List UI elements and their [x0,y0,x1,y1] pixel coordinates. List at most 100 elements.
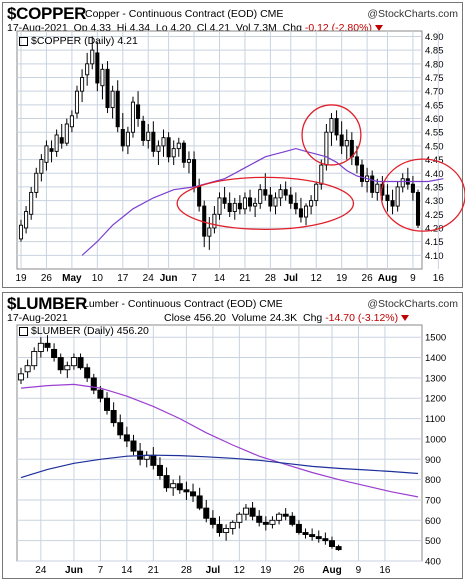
candle-up [161,137,166,147]
candle-up [146,131,151,141]
candle-up [156,145,161,152]
candle-down [293,202,298,210]
candle-down [328,540,335,548]
stockcharts-watermark: @StockCharts.com [367,298,458,310]
lumber-plot-title-wrap: $LUMBER (Daily) 456.20 [19,325,149,337]
candle-down [104,397,111,411]
candle-up [31,350,38,367]
candle-down [302,532,309,536]
candle-down [151,131,156,152]
high-label: Hi [116,22,127,34]
candle-down [196,495,203,509]
candle-down [49,148,54,152]
candle-down [359,164,365,182]
candle-up [217,197,222,215]
candle-up [314,183,319,202]
candle-down [268,194,273,207]
candle-down [57,357,64,371]
candle-up [319,164,324,185]
y-tick-label: 500 [425,536,441,547]
y-tick-label: 700 [425,495,441,506]
candle-down [130,440,137,452]
x-tick-label: 28 [265,273,277,284]
candle-up [24,365,31,373]
candle-up [34,172,39,193]
candle-down [141,120,146,141]
y-tick-label: 4.10 [425,251,444,262]
x-tick-label: 16 [433,273,445,284]
candle-up [253,202,258,207]
x-tick-label: Aug [378,273,397,284]
y-tick-label: 4.35 [425,182,444,193]
x-tick-label: 16 [379,565,391,576]
y-tick-label: 4.55 [425,128,444,139]
copper-plot-title-wrap: $COPPER (Daily) 4.21 [19,35,138,47]
ma50-line [81,147,444,256]
candle-up [70,357,77,367]
candle-down [105,68,110,109]
candle-down [283,189,288,196]
x-tick-label: 19 [260,565,272,576]
candle-down [282,513,289,517]
y-tick-label: 800 [425,475,441,486]
x-tick-label: Jul [284,273,299,284]
candle-down [183,489,190,493]
y-tick-label: 4.25 [425,210,444,221]
candle-up [324,131,329,166]
candle-down [197,186,202,207]
change-value: -14.70 (-3.12%) [325,312,399,324]
candle-down [263,189,268,196]
candle-up [100,68,105,87]
candle-down [262,521,269,525]
candle-down [84,367,91,379]
candle-down [410,183,415,193]
candle-up [39,159,44,174]
candle-up [37,342,44,352]
x-tick-label: 28 [181,565,193,576]
y-tick-label: 4.90 [425,32,444,43]
candle-down [117,422,124,436]
candle-up [236,513,243,523]
lumber-plot: 1500 1400 1300 1200 1100 1000 900 800 700 600 500 4… [16,324,446,576]
y-tick-label: 4.20 [425,223,444,234]
candle-down [295,523,302,533]
x-tick-label: 7 [98,565,104,576]
candle-down [354,156,359,166]
candle-down [59,137,64,144]
annotation-circle [176,176,355,230]
candle-down [120,129,125,147]
candle-down [51,348,58,359]
candle-down [256,515,263,523]
y-tick-label: 600 [425,516,441,527]
y-tick-label: 1100 [425,414,445,425]
candle-up [17,373,25,381]
candle-up [90,49,95,65]
x-tick-label: Jun [160,273,178,284]
y-tick-label: 1400 [425,353,446,364]
ma200-line [20,454,419,479]
candle-up [242,507,249,515]
copper-plot-title: $COPPER (Daily) 4.21 [31,35,138,47]
candle-down [166,137,171,158]
x-tick-label: Jun [65,565,83,576]
candle-down [150,454,157,466]
x-tick-label: 24 [35,565,47,576]
y-tick-label: 1300 [425,373,446,384]
copper-description: Copper - Continuous Contract (EOD) CME [85,8,284,20]
candle-down [390,200,395,207]
candle-down [298,208,303,218]
legend-square-icon [19,326,28,336]
lumber-description: Lumber - Continuous Contract (EOD) CME [83,298,283,310]
candle-up [276,513,283,521]
x-tick-label: 26 [362,273,374,284]
candle-up [212,213,217,229]
candle-down [334,118,339,136]
x-tick-label: 24 [143,273,155,284]
candle-up [207,227,212,237]
stockcharts-watermark: @StockCharts.com [367,8,458,20]
x-tick-label: Jul [206,565,221,576]
candle-down [190,491,197,497]
lumber-chart-panel: $LUMBER Lumber - Continuous Contract (EO… [2,292,463,579]
y-tick-label: 4.40 [425,169,444,180]
x-tick-label: 17 [117,273,129,284]
